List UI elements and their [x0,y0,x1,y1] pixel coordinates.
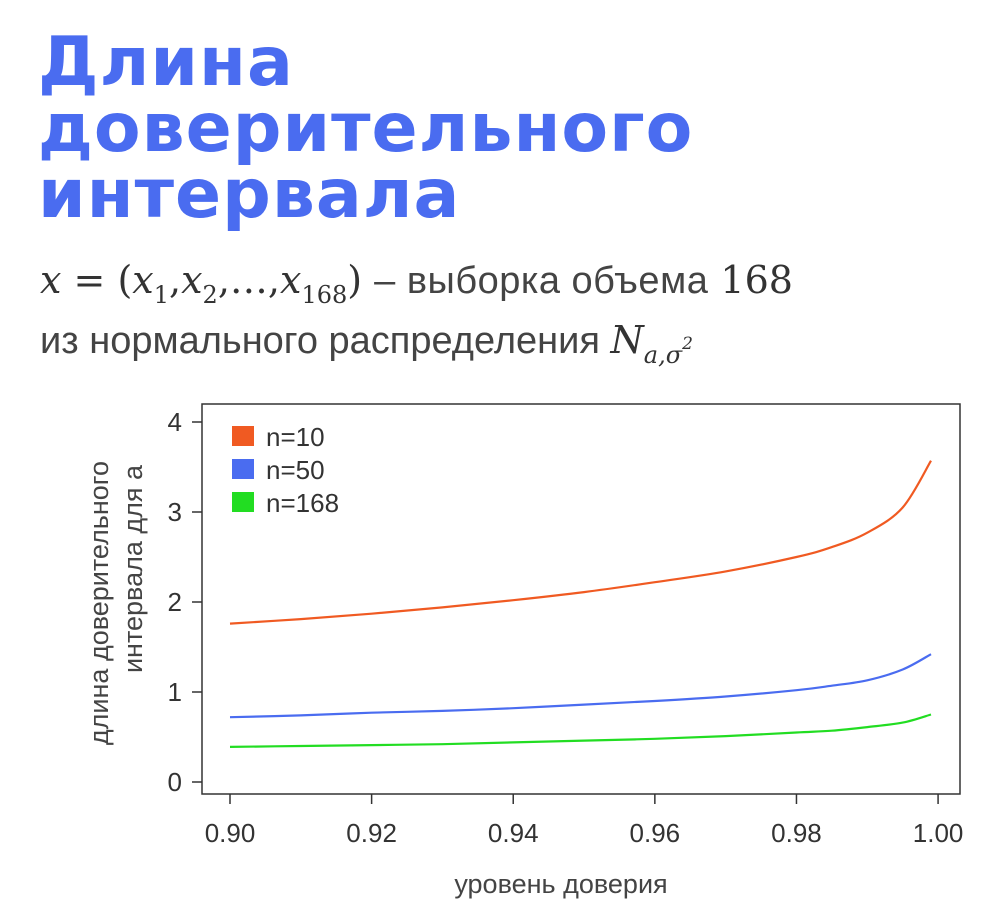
title-line-2: доверительного [38,89,694,168]
formula-xn-sub: 168 [301,281,348,309]
series-line-n=50 [229,653,932,719]
legend-swatch [232,459,254,479]
distribution-sup: 2 [682,334,693,354]
y-tick-label: 0 [168,767,182,797]
distribution-symbol: N [610,318,644,362]
formula-eq: = [73,258,106,302]
formula-description: – выборка объема [374,260,709,302]
distribution-text: из нормального распределения [40,320,600,362]
x-tick-label: 0.92 [346,818,397,848]
y-tick-label: 3 [168,497,182,527]
y-tick-label: 1 [168,677,182,707]
formula-open: ( [117,258,133,302]
distribution-sub: a,σ2 [643,334,693,369]
formula-sample-size: 168 [720,258,793,302]
legend-label: n=50 [266,455,325,485]
page-title: Длина доверительного интервала [38,23,694,234]
series-line-n=10 [229,460,932,625]
formula-close: ) [347,258,363,302]
formula-lhs: x [40,258,62,302]
legend-swatch [232,492,254,512]
y-axis-label-line-1: длина доверительного [84,461,114,745]
y-axis-label-line-2: интервала для a [118,464,148,673]
x-tick-label: 0.96 [630,818,681,848]
x-tick-label: 0.94 [488,818,539,848]
y-tick-label: 4 [168,407,182,437]
confidence-interval-chart: 0.90 0.92 0.94 0.96 0.98 1.00 0 1 2 3 4 n=10n=50n=… [84,403,964,899]
x-tick-label: 1.00 [913,818,964,848]
formula-x1: x [132,258,154,302]
sample-formula: x = (x1,x2,…,x168) – выборка объема 168 [40,258,793,309]
formula-x2: x [181,258,203,302]
plot-frame [201,403,961,795]
formula-x1-sub: 1 [153,281,170,309]
formula-xn: x [280,258,302,302]
x-tick-label: 0.90 [205,818,256,848]
formula-dots: ,…, [217,258,280,302]
title-line-1: Длина [38,23,294,102]
series-line-n=168 [229,713,932,748]
legend-label: n=10 [266,422,325,452]
x-tick-label: 0.98 [771,818,822,848]
title-line-3: интервала [38,155,461,234]
legend-swatch [232,426,254,446]
y-tick-label: 2 [168,587,182,617]
formula-x2-sub: 2 [202,281,218,309]
legend-label: n=168 [266,488,339,518]
x-axis-label: уровень доверия [454,869,667,899]
distribution-line: из нормального распределения Na,σ2 [40,318,693,369]
